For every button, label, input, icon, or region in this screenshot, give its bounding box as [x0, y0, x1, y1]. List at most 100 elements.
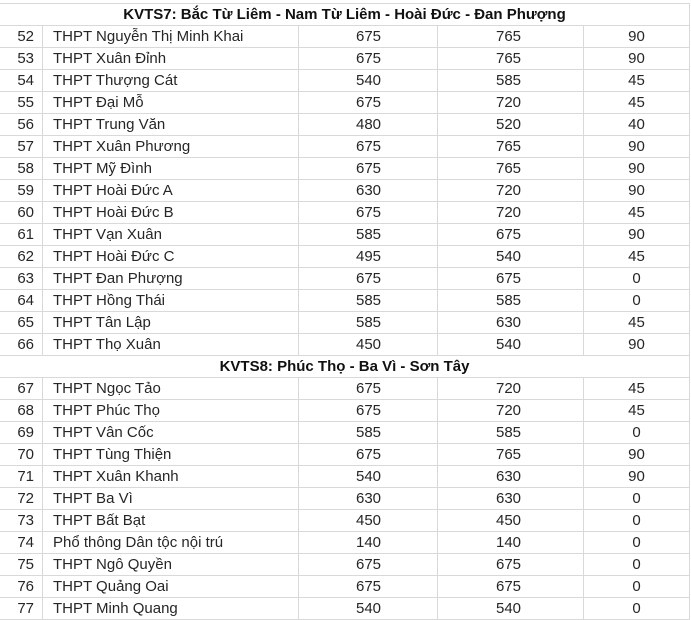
school-name: THPT Hồng Thái — [42, 289, 299, 312]
table-row: 56 THPT Trung Văn 480 520 40 — [0, 113, 691, 136]
value-3: 0 — [582, 553, 691, 576]
value-1: 675 — [298, 443, 438, 466]
value-1: 495 — [298, 245, 438, 268]
table-row: 65 THPT Tân Lập 585 630 45 — [0, 311, 691, 334]
row-number: 54 — [0, 69, 43, 92]
row-number: 72 — [0, 487, 43, 510]
value-2: 540 — [437, 333, 584, 356]
value-1: 585 — [298, 421, 438, 444]
row-number: 53 — [0, 47, 43, 70]
value-3: 0 — [582, 267, 691, 290]
value-1: 675 — [298, 47, 438, 70]
value-2: 675 — [437, 267, 584, 290]
value-1: 630 — [298, 179, 438, 202]
value-3: 0 — [582, 421, 691, 444]
value-2: 630 — [437, 311, 584, 334]
row-number: 57 — [0, 135, 43, 158]
table-row: 66 THPT Thọ Xuân 450 540 90 — [0, 333, 691, 356]
table-row: 76 THPT Quảng Oai 675 675 0 — [0, 575, 691, 598]
value-1: 540 — [298, 465, 438, 488]
row-number: 55 — [0, 91, 43, 114]
value-1: 480 — [298, 113, 438, 136]
value-3: 0 — [582, 289, 691, 312]
value-1: 630 — [298, 487, 438, 510]
row-number: 73 — [0, 509, 43, 532]
value-3: 45 — [582, 201, 691, 224]
table-row: 69 THPT Vân Cốc 585 585 0 — [0, 421, 691, 444]
school-name: THPT Ngô Quyền — [42, 553, 299, 576]
value-3: 90 — [582, 443, 691, 466]
value-1: 675 — [298, 575, 438, 598]
value-2: 720 — [437, 399, 584, 422]
row-number: 65 — [0, 311, 43, 334]
school-name: THPT Xuân Khanh — [42, 465, 299, 488]
table-row: 60 THPT Hoài Đức B 675 720 45 — [0, 201, 691, 224]
school-name: THPT Hoài Đức B — [42, 201, 299, 224]
table-row: 62 THPT Hoài Đức C 495 540 45 — [0, 245, 691, 268]
value-3: 0 — [582, 531, 691, 554]
value-1: 585 — [298, 223, 438, 246]
table-row: 63 THPT Đan Phượng 675 675 0 — [0, 267, 691, 290]
value-1: 585 — [298, 289, 438, 312]
value-2: 585 — [437, 69, 584, 92]
value-1: 675 — [298, 553, 438, 576]
value-3: 90 — [582, 135, 691, 158]
table-row: 71 THPT Xuân Khanh 540 630 90 — [0, 465, 691, 488]
value-3: 90 — [582, 179, 691, 202]
value-1: 140 — [298, 531, 438, 554]
table-row: 58 THPT Mỹ Đình 675 765 90 — [0, 157, 691, 180]
row-number: 77 — [0, 597, 43, 620]
table-row: 52 THPT Nguyễn Thị Minh Khai 675 765 90 — [0, 25, 691, 48]
value-2: 585 — [437, 421, 584, 444]
value-1: 675 — [298, 377, 438, 400]
value-2: 540 — [437, 245, 584, 268]
table-body: KVTS7: Bắc Từ Liêm - Nam Từ Liêm - Hoài … — [0, 3, 691, 620]
school-name: THPT Đại Mỗ — [42, 91, 299, 114]
value-1: 450 — [298, 333, 438, 356]
table-row: 54 THPT Thượng Cát 540 585 45 — [0, 69, 691, 92]
value-2: 765 — [437, 25, 584, 48]
table-row: 73 THPT Bất Bạt 450 450 0 — [0, 509, 691, 532]
value-3: 90 — [582, 25, 691, 48]
value-1: 675 — [298, 91, 438, 114]
table-row: 59 THPT Hoài Đức A 630 720 90 — [0, 179, 691, 202]
value-3: 0 — [582, 509, 691, 532]
value-3: 45 — [582, 377, 691, 400]
school-name: THPT Hoài Đức C — [42, 245, 299, 268]
school-name: THPT Phúc Thọ — [42, 399, 299, 422]
value-3: 45 — [582, 245, 691, 268]
section-title: KVTS7: Bắc Từ Liêm - Nam Từ Liêm - Hoài … — [0, 3, 691, 26]
school-name: THPT Thọ Xuân — [42, 333, 299, 356]
school-name: THPT Quảng Oai — [42, 575, 299, 598]
value-1: 540 — [298, 69, 438, 92]
school-name: THPT Ba Vì — [42, 487, 299, 510]
value-2: 675 — [437, 553, 584, 576]
row-number: 64 — [0, 289, 43, 312]
value-2: 765 — [437, 135, 584, 158]
value-3: 0 — [582, 575, 691, 598]
value-3: 45 — [582, 399, 691, 422]
value-3: 45 — [582, 91, 691, 114]
school-name: THPT Xuân Đỉnh — [42, 47, 299, 70]
school-name: THPT Bất Bạt — [42, 509, 299, 532]
row-number: 58 — [0, 157, 43, 180]
row-number: 75 — [0, 553, 43, 576]
row-number: 68 — [0, 399, 43, 422]
row-number: 60 — [0, 201, 43, 224]
value-2: 675 — [437, 223, 584, 246]
row-number: 62 — [0, 245, 43, 268]
value-2: 765 — [437, 47, 584, 70]
value-2: 675 — [437, 575, 584, 598]
value-3: 90 — [582, 157, 691, 180]
school-quota-table: KVTS7: Bắc Từ Liêm - Nam Từ Liêm - Hoài … — [0, 3, 691, 620]
value-1: 540 — [298, 597, 438, 620]
value-3: 0 — [582, 597, 691, 620]
value-3: 40 — [582, 113, 691, 136]
value-1: 675 — [298, 135, 438, 158]
table-row: 77 THPT Minh Quang 540 540 0 — [0, 597, 691, 620]
school-name: THPT Ngọc Tảo — [42, 377, 299, 400]
section-title: KVTS8: Phúc Thọ - Ba Vì - Sơn Tây — [0, 355, 691, 378]
value-3: 45 — [582, 311, 691, 334]
table-row: 72 THPT Ba Vì 630 630 0 — [0, 487, 691, 510]
row-number: 66 — [0, 333, 43, 356]
